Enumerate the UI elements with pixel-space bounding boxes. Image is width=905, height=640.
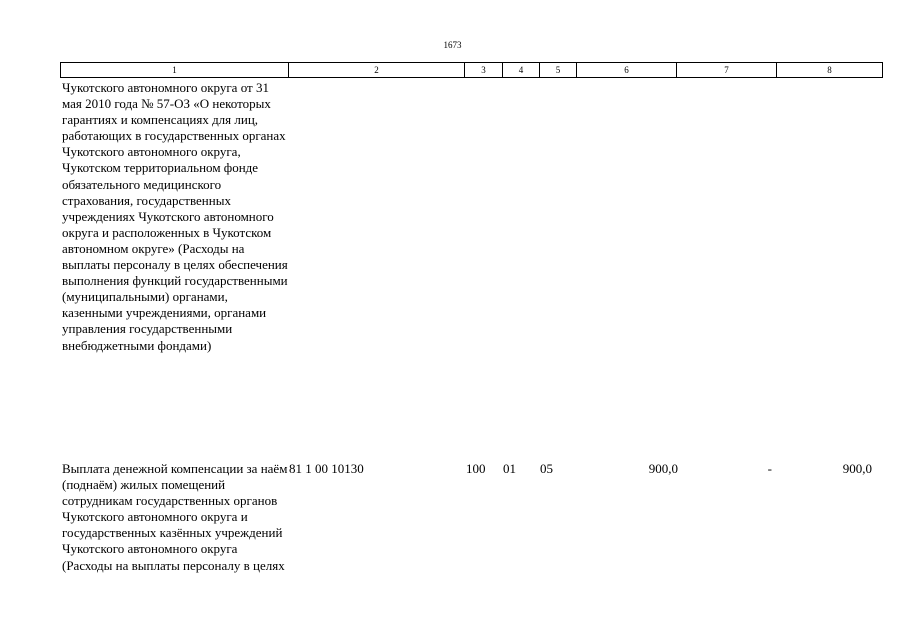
column-header-table: 1 2 3 4 5 6 7 8 [60,62,883,78]
column-header-4: 4 [502,62,540,78]
row-target-code: 81 1 00 10130 [289,461,364,476]
page-number: 1673 [443,40,462,50]
row-amount-total: 900,0 [648,461,678,476]
row-subsection: 05 [540,461,553,476]
column-header-1: 1 [60,62,289,78]
column-header-8: 8 [776,62,883,78]
column-header-3: 3 [464,62,503,78]
column-header-2: 2 [288,62,465,78]
column-header-row: 1 2 3 4 5 6 7 8 [60,62,883,78]
row-amount-col7: - [767,461,772,476]
row-section: 01 [503,461,516,476]
column-header-6: 6 [576,62,677,78]
row-amount-col8: 900,0 [842,461,872,476]
column-header-5: 5 [539,62,577,78]
row-expense-type: 100 [466,461,486,476]
column-header-7: 7 [676,62,777,78]
row-description: Чукотского автономного округа от 31 мая … [62,80,288,353]
row-description: Выплата денежной компенсации за наём (по… [62,461,288,573]
